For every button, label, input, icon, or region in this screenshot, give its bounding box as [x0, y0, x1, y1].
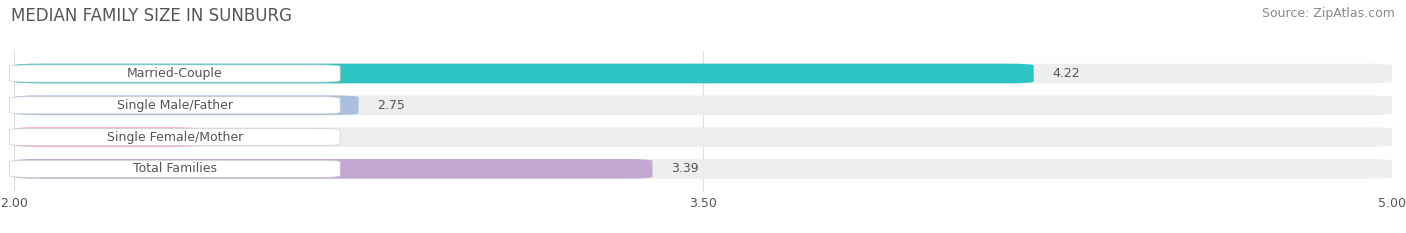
Text: 2.40: 2.40: [217, 130, 243, 144]
Text: Married-Couple: Married-Couple: [127, 67, 222, 80]
FancyBboxPatch shape: [14, 64, 1033, 83]
Text: 2.75: 2.75: [377, 99, 405, 112]
FancyBboxPatch shape: [14, 96, 1392, 115]
FancyBboxPatch shape: [10, 128, 340, 146]
FancyBboxPatch shape: [14, 159, 652, 179]
Text: Source: ZipAtlas.com: Source: ZipAtlas.com: [1261, 7, 1395, 20]
Text: 4.22: 4.22: [1052, 67, 1080, 80]
Text: MEDIAN FAMILY SIZE IN SUNBURG: MEDIAN FAMILY SIZE IN SUNBURG: [11, 7, 292, 25]
FancyBboxPatch shape: [10, 65, 340, 82]
Text: Single Female/Mother: Single Female/Mother: [107, 130, 243, 144]
FancyBboxPatch shape: [10, 97, 340, 114]
FancyBboxPatch shape: [14, 159, 1392, 179]
FancyBboxPatch shape: [14, 127, 1392, 147]
Text: 3.39: 3.39: [671, 162, 699, 175]
FancyBboxPatch shape: [14, 96, 359, 115]
FancyBboxPatch shape: [14, 127, 198, 147]
FancyBboxPatch shape: [10, 160, 340, 177]
Text: Total Families: Total Families: [132, 162, 217, 175]
Text: Single Male/Father: Single Male/Father: [117, 99, 233, 112]
FancyBboxPatch shape: [14, 64, 1392, 83]
